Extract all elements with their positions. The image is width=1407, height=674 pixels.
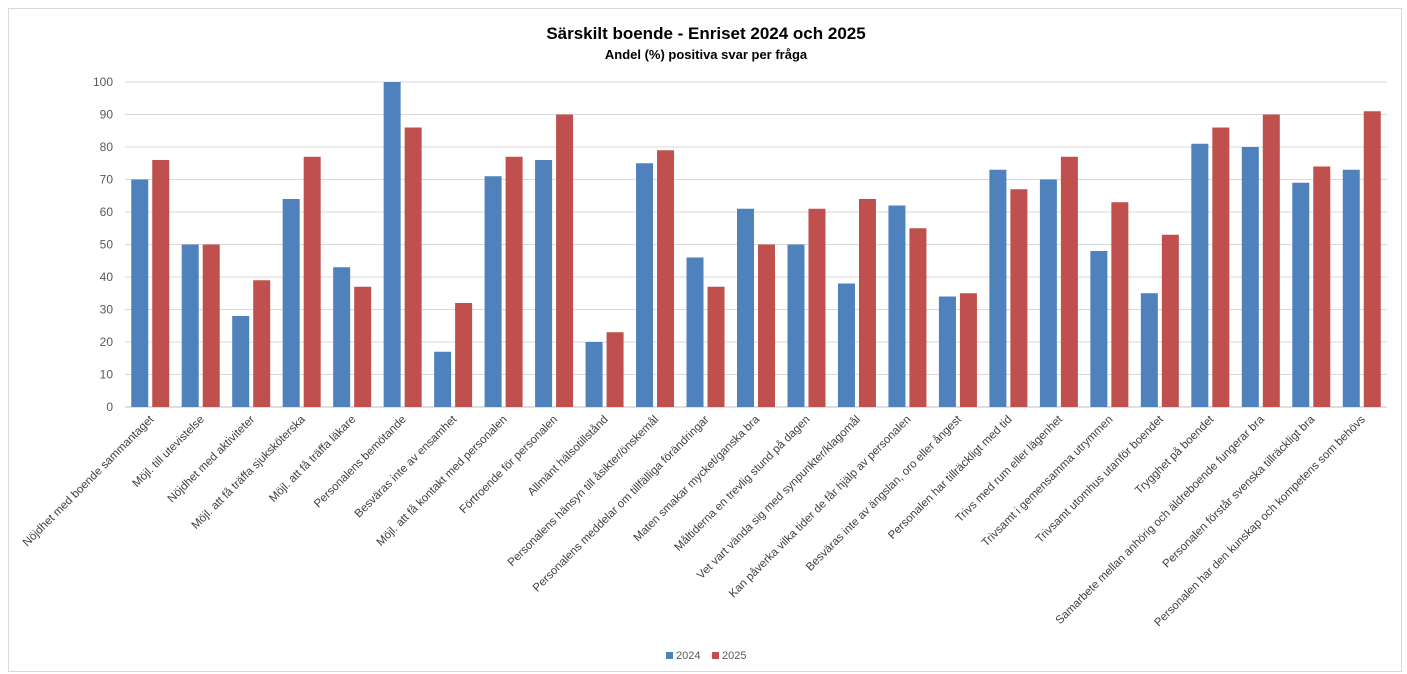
x-tick-label: Trivs med rum eller lägenhet [954, 413, 1066, 525]
x-tick-label: Besväras inte av ensamhet [353, 413, 460, 520]
bar-2024-14 [837, 283, 855, 407]
bar-2024-3 [282, 199, 300, 407]
y-tick-label: 40 [100, 270, 114, 284]
bar-2024-22 [1241, 147, 1259, 407]
bar-2025-8 [556, 114, 574, 407]
bar-2024-20 [1140, 293, 1158, 407]
bar-2024-10 [636, 163, 654, 407]
bar-2025-3 [303, 156, 321, 407]
bar-2025-12 [758, 244, 775, 407]
bar-2025-4 [354, 286, 372, 407]
bar-2025-6 [455, 303, 473, 407]
bar-2025-18 [1060, 156, 1078, 407]
bar-2024-8 [535, 160, 553, 407]
x-tick-label: Personalens meddelar om tillfälliga förä… [531, 414, 712, 595]
legend-label-2024: 2024 [676, 650, 700, 662]
bar-2025-16 [959, 293, 977, 407]
bar-2025-22 [1262, 114, 1280, 407]
bar-2025-1 [202, 244, 220, 407]
x-tick-label: Nöjdhet med aktiviteter [166, 414, 258, 506]
x-tick-label: Möjl. att få träffa läkare [267, 414, 358, 505]
bar-2025-24 [1363, 111, 1381, 407]
y-tick-label: 100 [93, 75, 113, 89]
bar-2025-0 [152, 160, 170, 407]
y-tick-label: 70 [100, 173, 114, 187]
legend: 2024 2025 [666, 650, 746, 662]
bar-2024-11 [686, 257, 704, 407]
bar-2025-20 [1161, 234, 1179, 407]
bar-2024-1 [181, 244, 199, 407]
x-tick-label: Förtroende för personalen [458, 414, 561, 517]
bar-2024-2 [232, 316, 250, 407]
y-tick-label: 20 [100, 335, 114, 349]
legend-swatch-2025 [712, 652, 719, 659]
bar-2025-2 [253, 280, 271, 407]
bar-2025-19 [1111, 202, 1129, 407]
bar-2025-5 [404, 127, 422, 407]
y-tick-label: 90 [100, 108, 114, 122]
y-axis-tick-labels: 0 10 20 30 40 50 60 70 80 90 100 [93, 75, 113, 414]
y-tick-label: 50 [100, 238, 114, 252]
y-tick-label: 60 [100, 205, 114, 219]
bar-2024-0 [131, 179, 149, 407]
chart-frame: Särskilt boende - Enriset 2024 och 2025 … [8, 8, 1402, 672]
bar-2025-23 [1313, 166, 1331, 407]
bar-2024-16 [938, 296, 956, 407]
bar-2025-11 [707, 286, 725, 407]
bar-2024-4 [333, 267, 351, 407]
bar-2024-21 [1191, 143, 1209, 407]
bar-2024-6 [434, 351, 452, 407]
bar-2024-18 [1039, 179, 1057, 407]
bar-2025-21 [1212, 127, 1230, 407]
bar-2024-9 [585, 342, 603, 407]
bar-2024-19 [1090, 251, 1108, 407]
bar-2024-13 [787, 244, 805, 407]
bar-2025-15 [909, 228, 927, 407]
legend-swatch-2024 [666, 652, 673, 659]
legend-label-2025: 2025 [722, 650, 746, 662]
bar-2024-15 [888, 205, 906, 407]
bar-2024-5 [383, 82, 401, 407]
bar-2025-7 [505, 156, 523, 407]
bar-2024-23 [1292, 182, 1310, 407]
y-tick-label: 0 [106, 400, 113, 414]
chart-subtitle: Andel (%) positiva svar per fråga [605, 47, 808, 62]
bar-2025-17 [1010, 189, 1028, 407]
y-tick-label: 30 [100, 303, 114, 317]
chart-title: Särskilt boende - Enriset 2024 och 2025 [546, 24, 865, 43]
bar-2024-12 [737, 208, 754, 407]
bars [131, 82, 1381, 407]
bar-2024-24 [1342, 169, 1360, 407]
x-tick-label: Kan påverka vilka tider de får hjälp av … [727, 414, 914, 601]
y-tick-label: 80 [100, 140, 114, 154]
bar-2025-9 [606, 332, 624, 407]
bar-2025-13 [808, 208, 826, 407]
bar-2024-7 [484, 176, 502, 407]
x-tick-label: Personalens bemötande [312, 414, 409, 511]
chart-svg: Särskilt boende - Enriset 2024 och 2025 … [21, 24, 1387, 662]
bar-2025-14 [858, 199, 876, 407]
bar-2024-17 [989, 169, 1007, 407]
y-tick-label: 10 [100, 368, 114, 382]
bar-2025-10 [657, 150, 675, 407]
